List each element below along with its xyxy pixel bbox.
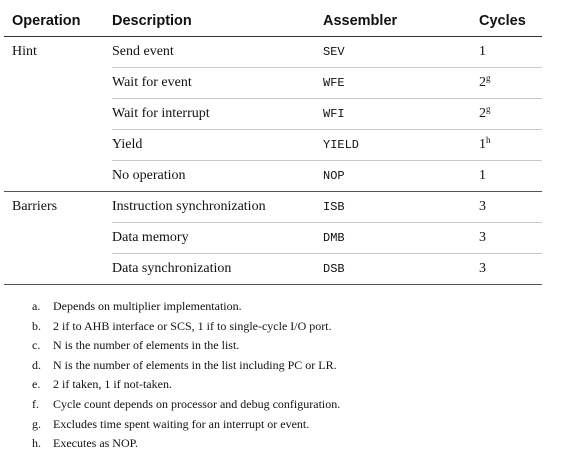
cycles-value: 1	[479, 137, 486, 152]
assembler-cell: NOP	[323, 160, 479, 192]
cycles-value: 1	[479, 44, 486, 59]
footnote-item: a. Depends on multiplier implementation.	[32, 297, 340, 317]
footnote-marker: b.	[32, 318, 41, 333]
cycles-cell: 2g	[479, 67, 542, 99]
table-header-row: Operation Description Assembler Cycles	[4, 6, 542, 37]
assembler-cell: SEV	[323, 45, 345, 59]
footnote-text: Depends on multiplier implementation.	[53, 299, 242, 313]
footnote-text: 2 if taken, 1 if not-taken.	[53, 377, 172, 392]
footnote-text: Cycle count depends on processor and deb…	[53, 396, 341, 411]
footnote-text: Excludes time spent waiting for an inter…	[53, 416, 310, 431]
footnote-item: c. N is the number of elements in the lis…	[32, 336, 340, 356]
operation-cell	[4, 99, 112, 130]
table-row: Barriers Instruction synchronization ISB…	[4, 191, 542, 223]
operation-cell	[4, 223, 112, 254]
assembler-cell: ISB	[323, 191, 479, 223]
operation-cell	[4, 253, 112, 285]
table-row: No operation NOP 1	[4, 160, 542, 192]
footnote-marker: e.	[32, 377, 41, 392]
operation-cell: Hint	[12, 44, 37, 60]
footnotes-list: a. Depends on multiplier implementation. …	[32, 297, 340, 454]
cycles-value: 2	[479, 75, 486, 90]
cycles-cell: 3	[479, 222, 542, 254]
footnote-marker: g.	[32, 416, 41, 431]
footnote-marker: a.	[32, 299, 41, 313]
footnote-marker: f.	[32, 396, 39, 411]
footnote-text: N is the number of elements in the list …	[53, 357, 337, 372]
assembler-cell: WFI	[323, 98, 479, 130]
operation-cell	[4, 161, 112, 192]
assembler-cell: YIELD	[323, 129, 479, 161]
header-description: Description	[112, 6, 323, 37]
cycles-value: 3	[479, 230, 486, 245]
header-cycles: Cycles	[479, 6, 542, 37]
description-cell: Data synchronization	[112, 253, 323, 285]
operation-cell: Barriers	[4, 191, 112, 223]
assembler-cell: DMB	[323, 222, 479, 254]
footnote-ref: h	[486, 135, 491, 145]
footnote-text: Executes as NOP.	[53, 436, 138, 451]
footnote-marker: d.	[32, 357, 41, 372]
footnote-ref: g	[486, 73, 491, 83]
footnote-item: e. 2 if taken, 1 if not-taken.	[32, 375, 340, 395]
header-operation: Operation	[4, 6, 112, 37]
cycles-cell: 2g	[479, 98, 542, 130]
description-cell: Yield	[112, 129, 323, 161]
footnote-text: N is the number of elements in the list.	[53, 338, 240, 353]
footnote-marker: h.	[32, 436, 41, 451]
footnote-item: b. 2 if to AHB interface or SCS, 1 if to …	[32, 317, 340, 337]
table-row: Wait for interrupt WFI 2g	[4, 98, 542, 130]
operation-cell	[4, 68, 112, 99]
cycles-value: 3	[479, 261, 486, 276]
description-cell: Instruction synchronization	[112, 191, 323, 223]
cycles-value: 2	[479, 106, 486, 121]
footnote-ref: g	[486, 104, 491, 114]
cycles-cell: 3	[479, 253, 542, 285]
description-cell: No operation	[112, 160, 323, 192]
footnote-marker: c.	[32, 338, 41, 353]
table-row: Data synchronization DSB 3	[4, 253, 542, 285]
cycles-cell: 1	[479, 160, 542, 192]
cycles-cell: 3	[479, 191, 542, 223]
table-row: Data memory DMB 3	[4, 222, 542, 254]
assembler-cell: WFE	[323, 67, 479, 99]
footnote-text: 2 if to AHB interface or SCS, 1 if to si…	[53, 318, 332, 333]
cycles-cell: 1h	[479, 129, 542, 161]
instruction-cycle-table: Operation Description Assembler Cycles H…	[4, 6, 542, 285]
footnote-item: d. N is the number of elements in the lis…	[32, 356, 340, 376]
cycles-value: 1	[479, 168, 486, 183]
footnote-item: f. Cycle count depends on processor and d…	[32, 395, 340, 415]
description-cell: Wait for interrupt	[112, 98, 323, 130]
table-row: Wait for event WFE 2g	[4, 67, 542, 99]
footnote-item: h. Executes as NOP.	[32, 434, 340, 454]
description-cell: Send event	[112, 44, 174, 59]
footnote-item: g. Excludes time spent waiting for an int…	[32, 415, 340, 435]
table-row: Hint Send event SEV 1	[4, 37, 542, 68]
cycles-value: 3	[479, 199, 486, 214]
description-cell: Data memory	[112, 222, 323, 254]
description-cell: Wait for event	[112, 67, 323, 99]
assembler-cell: DSB	[323, 253, 479, 285]
header-assembler: Assembler	[323, 6, 479, 37]
cycles-cell: 1	[479, 37, 542, 68]
operation-cell	[4, 130, 112, 161]
table-row: Yield YIELD 1h	[4, 129, 542, 161]
